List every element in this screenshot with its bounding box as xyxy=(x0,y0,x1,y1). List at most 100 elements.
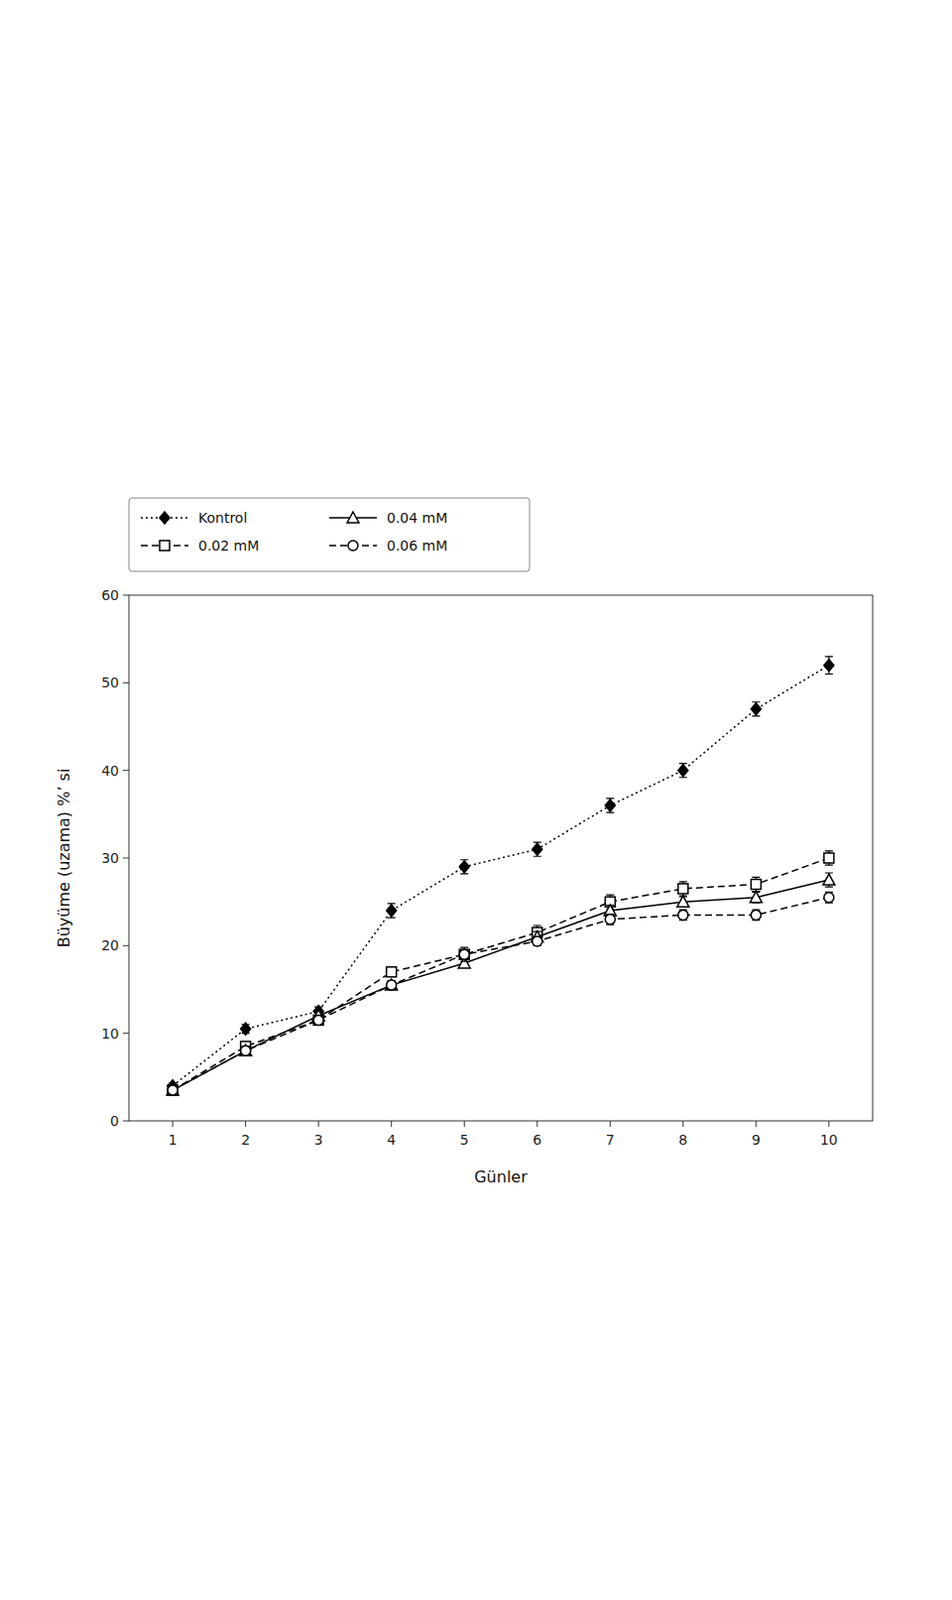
data-point xyxy=(459,949,470,959)
data-point xyxy=(824,659,834,672)
y-tick-label: 50 xyxy=(101,674,119,691)
error-bar xyxy=(387,980,396,990)
y-axis: 0102030405060 xyxy=(101,587,129,1129)
x-tick xyxy=(828,1120,830,1127)
error-bar xyxy=(679,881,688,896)
data-point xyxy=(750,909,761,920)
y-tick-label: 40 xyxy=(101,762,119,779)
data-point xyxy=(313,1014,324,1025)
x-tick-label: 10 xyxy=(820,1131,838,1148)
series-line xyxy=(172,879,830,1090)
data-point xyxy=(824,852,834,863)
x-tick xyxy=(464,1120,466,1127)
x-tick xyxy=(609,1120,611,1127)
x-tick-label: 8 xyxy=(678,1131,688,1148)
legend-label: 0.02 mM xyxy=(198,537,259,554)
y-tick xyxy=(122,769,129,771)
data-point xyxy=(532,842,543,855)
error-bar xyxy=(605,798,614,813)
data-point xyxy=(604,799,615,812)
data-point xyxy=(824,892,834,903)
error-bar xyxy=(825,850,833,865)
legend-marker xyxy=(347,511,359,523)
y-tick xyxy=(122,1120,129,1122)
legend-entry: Kontrol xyxy=(140,509,247,526)
series xyxy=(167,850,834,1095)
error-bar xyxy=(751,702,760,716)
error-bar xyxy=(605,914,614,926)
y-tick xyxy=(122,595,129,596)
x-tick xyxy=(318,1120,320,1127)
x-tick-label: 4 xyxy=(386,1131,396,1148)
data-point xyxy=(678,883,689,894)
series-line xyxy=(172,897,830,1090)
series xyxy=(167,891,834,1095)
data-point xyxy=(459,949,470,959)
legend-entry: 0.02 mM xyxy=(140,537,259,554)
legend-frame xyxy=(128,497,530,572)
legend-label: 0.06 mM xyxy=(386,537,448,554)
error-bar xyxy=(387,903,396,918)
series xyxy=(167,656,834,1092)
x-tick xyxy=(536,1120,538,1127)
y-axis-label: Büyüme (uzama) %’ si xyxy=(54,768,74,949)
data-point xyxy=(386,979,397,990)
chart: 010203040506012345678910GünlerBüyüme (uz… xyxy=(0,0,952,1600)
data-point xyxy=(167,1084,178,1095)
x-tick xyxy=(172,1120,174,1127)
data-point xyxy=(823,873,835,885)
x-tick-label: 5 xyxy=(460,1131,470,1148)
error-bar xyxy=(460,950,469,959)
legend-marker xyxy=(159,511,170,524)
series-line xyxy=(172,857,830,1090)
data-point xyxy=(239,1044,252,1056)
y-tick xyxy=(122,945,129,947)
error-bar xyxy=(679,763,688,778)
y-tick xyxy=(122,1032,129,1034)
data-point xyxy=(386,966,397,977)
y-tick-label: 60 xyxy=(101,587,119,603)
legend-marker xyxy=(159,540,170,551)
data-point xyxy=(678,764,689,777)
error-bar xyxy=(825,891,833,903)
data-point xyxy=(385,978,398,990)
data-point xyxy=(240,1045,251,1056)
series xyxy=(166,872,835,1095)
x-tick-label: 1 xyxy=(168,1131,178,1148)
plot-frame xyxy=(128,595,873,1121)
data-point xyxy=(240,1022,251,1035)
legend: Kontrol 0.02 mM 0.04 mM 0.06 mM xyxy=(128,497,530,572)
data-point xyxy=(167,1084,178,1095)
data-point xyxy=(313,1014,324,1025)
data-layer xyxy=(166,656,835,1095)
data-point xyxy=(677,895,690,907)
x-tick-label: 7 xyxy=(605,1131,615,1148)
y-tick xyxy=(122,682,129,684)
error-bar xyxy=(751,909,760,921)
data-point xyxy=(166,1083,179,1095)
legend-label: 0.04 mM xyxy=(386,509,448,526)
y-tick-label: 30 xyxy=(101,849,119,866)
y-tick xyxy=(122,857,129,859)
data-point xyxy=(750,703,761,715)
x-axis: 12345678910 xyxy=(168,1120,838,1148)
y-tick-label: 10 xyxy=(101,1025,119,1042)
data-point xyxy=(386,904,397,917)
data-point xyxy=(459,860,470,873)
series-line xyxy=(172,665,830,1086)
data-point xyxy=(532,936,543,947)
error-bar xyxy=(314,1015,323,1025)
x-tick-label: 9 xyxy=(751,1131,761,1148)
error-bar xyxy=(387,980,396,990)
x-tick xyxy=(682,1120,684,1127)
x-tick xyxy=(244,1120,246,1127)
legend-entry: 0.04 mM xyxy=(329,509,448,526)
error-bar xyxy=(460,859,469,874)
x-tick-label: 2 xyxy=(240,1131,250,1148)
legend-marker xyxy=(348,540,358,551)
data-point xyxy=(750,879,761,890)
error-bar xyxy=(533,937,542,947)
error-bar xyxy=(241,1046,250,1056)
error-bar xyxy=(825,656,833,675)
y-tick-label: 20 xyxy=(101,937,119,953)
